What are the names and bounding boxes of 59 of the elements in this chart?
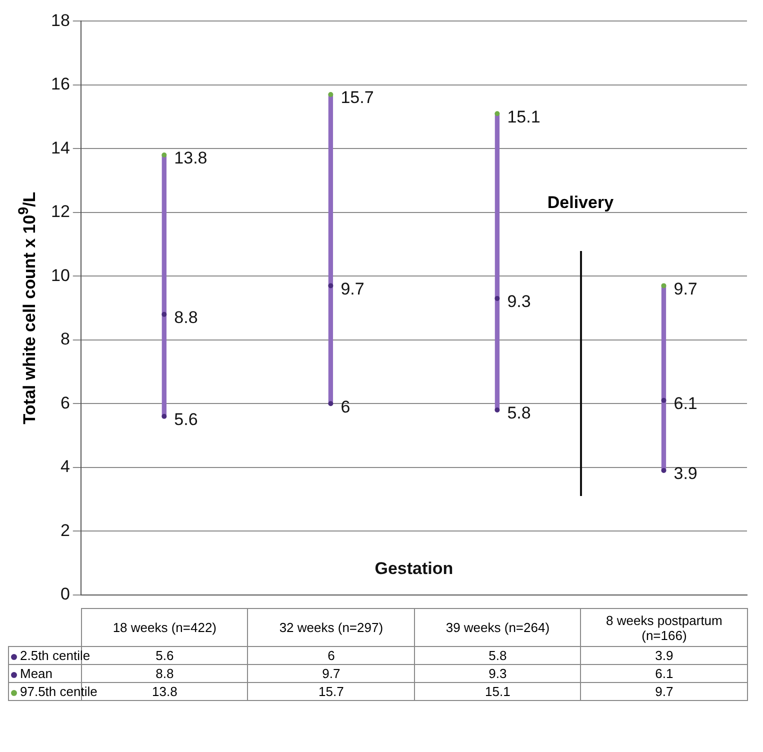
point — [162, 414, 167, 419]
data-label: 9.7 — [580, 682, 748, 700]
y-tick-label: 16 — [50, 74, 70, 94]
text: 15.1 — [507, 107, 540, 126]
data-label: 5.8 — [414, 646, 581, 664]
data-label: 15.1 — [414, 682, 581, 700]
text: 6.1 — [674, 394, 698, 414]
data-label: 5.6 — [156, 648, 174, 663]
data-label: 15.7 — [248, 682, 414, 700]
y-tick-label: 8 — [60, 330, 70, 349]
data-label: 3.9 — [580, 646, 748, 664]
text: 8.8 — [174, 308, 198, 328]
data-label: 6.1 — [580, 664, 748, 682]
text: 9.7 — [674, 279, 698, 298]
point — [661, 468, 666, 474]
point — [328, 283, 334, 288]
data-label: 9.7 — [248, 664, 414, 682]
data-label: 13.8 — [152, 684, 178, 699]
point — [661, 398, 666, 403]
x-tick-label: 8 weeks postpartum (n=166) — [580, 608, 748, 646]
text: 13.8 — [174, 148, 208, 168]
point — [494, 296, 500, 301]
point — [328, 92, 334, 97]
text: 5.6 — [174, 410, 198, 430]
text: 3.9 — [674, 464, 698, 484]
point — [328, 401, 334, 406]
bar — [494, 113, 500, 410]
bar — [328, 94, 334, 404]
y-tick-label: 18 — [50, 10, 70, 30]
x-tick-label: 18 weeks (n=422) — [81, 608, 248, 646]
data-label: 9.3 — [414, 664, 581, 682]
x-axis-title: Gestation — [374, 558, 454, 578]
bar — [661, 285, 666, 471]
data-label: 8.8 — [81, 664, 248, 682]
data-label: 6 — [248, 646, 414, 664]
legend-label: 97.5th centile — [19, 683, 98, 700]
point — [494, 407, 500, 412]
point — [661, 283, 666, 288]
y-tick-label: 6 — [60, 393, 70, 412]
x-tick-label: 32 weeks (n=297) — [248, 608, 414, 646]
point — [162, 312, 167, 317]
y-tick-label: 2 — [60, 520, 70, 540]
bar — [162, 154, 166, 417]
point — [494, 111, 500, 116]
text: 9.7 — [340, 279, 364, 298]
text: 9.3 — [507, 292, 531, 312]
y-tick-label: 14 — [50, 138, 70, 158]
legend-label: 2.5th centile — [19, 647, 90, 664]
y-tick-label: 4 — [60, 457, 70, 476]
text: 15.7 — [340, 88, 374, 108]
point — [162, 152, 167, 158]
y-tick-label: 0 — [60, 584, 70, 604]
x-tick-label: 39 weeks (n=264) — [414, 608, 581, 646]
text: 6 — [340, 397, 350, 416]
annotation: Delivery — [547, 192, 614, 213]
y-tick-label: 12 — [50, 202, 70, 222]
legend-label: Mean — [8, 664, 82, 682]
text: 5.8 — [507, 404, 531, 423]
y-tick-label: 10 — [50, 266, 70, 285]
